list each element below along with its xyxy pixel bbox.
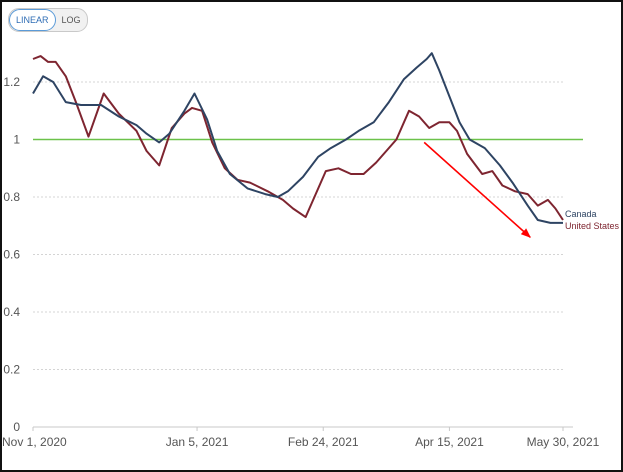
- y-tick-label: 1: [13, 133, 20, 147]
- y-tick-label: 0: [13, 420, 20, 434]
- x-tick-label: Jan 5, 2021: [166, 435, 229, 449]
- linear-scale-button[interactable]: LINEAR: [9, 9, 56, 31]
- y-tick-label: 0.6: [3, 248, 20, 262]
- scale-toggle[interactable]: LINEAR LOG: [8, 8, 88, 32]
- x-tick-label: Apr 15, 2021: [415, 435, 484, 449]
- x-tick-label: May 30, 2021: [527, 435, 600, 449]
- x-tick-label: Feb 24, 2021: [288, 435, 359, 449]
- series-line-united-states[interactable]: [32, 55, 564, 221]
- x-tick-label: Nov 1, 2020: [2, 435, 67, 449]
- y-tick-label: 0.4: [3, 305, 20, 319]
- trend-arrow: [423, 141, 531, 238]
- series-label-canada: Canada: [565, 209, 597, 219]
- y-tick-label: 1.2: [3, 75, 20, 89]
- series-line-canada[interactable]: [32, 52, 563, 224]
- y-tick-label: 0.8: [3, 190, 20, 204]
- y-tick-label: 0.2: [3, 363, 20, 377]
- log-scale-button[interactable]: LOG: [61, 15, 81, 25]
- series-label-united-states: United States: [565, 221, 620, 231]
